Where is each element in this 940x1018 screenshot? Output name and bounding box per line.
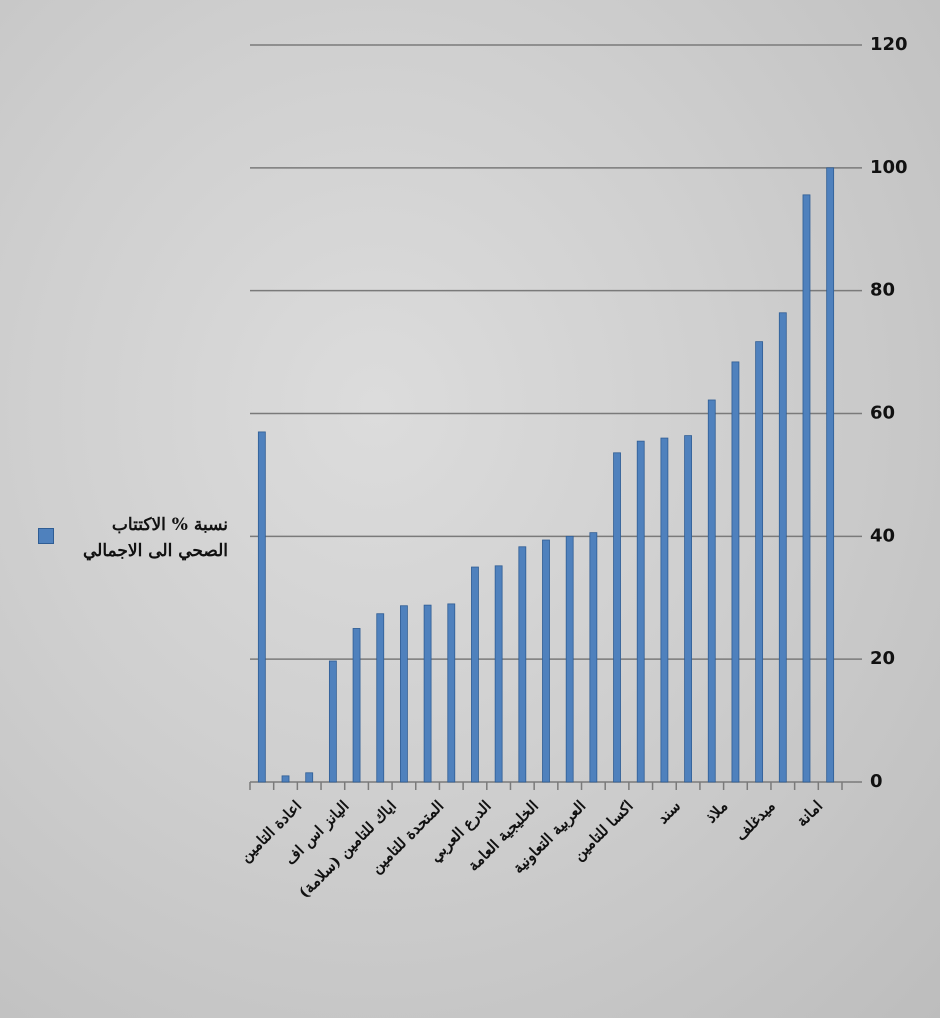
y-tick-label: 80: [870, 280, 895, 301]
x-tick-label: ملاذ: [702, 797, 731, 826]
bar: [328, 660, 337, 783]
y-tick-label: 20: [870, 648, 895, 669]
bar: [423, 604, 432, 783]
y-tick-label: 60: [870, 403, 895, 424]
legend-key: [38, 528, 54, 544]
bar: [565, 535, 574, 783]
y-tick-label: 100: [870, 157, 908, 178]
bar: [755, 341, 764, 783]
bar: [778, 312, 787, 783]
bar: [684, 435, 692, 783]
bar: [281, 775, 290, 783]
bar: [589, 532, 598, 783]
bar: [826, 167, 835, 783]
x-tick-label: سند: [654, 797, 684, 827]
bar: [471, 566, 479, 783]
bar: [494, 565, 503, 783]
legend-label: نسبة % الاكتتاب الصحي الى الاجمالي: [83, 515, 228, 561]
bar: [352, 628, 361, 783]
bar: [376, 613, 385, 783]
bar: [257, 431, 266, 783]
y-tick-label: 0: [870, 771, 883, 792]
y-tick-label: 120: [870, 34, 908, 55]
bar: [636, 440, 645, 783]
bar: [400, 605, 408, 783]
bar: [613, 452, 621, 783]
x-tick-label: امانة: [793, 797, 826, 830]
bar: [518, 546, 527, 783]
bar: [660, 437, 669, 783]
bar: [305, 772, 314, 783]
bar: [707, 399, 716, 783]
bar: [802, 194, 811, 783]
bar: [542, 539, 550, 783]
x-tick-label: ميدغلف: [732, 797, 779, 844]
bar: [447, 603, 456, 783]
bar: [731, 361, 740, 783]
y-tick-label: 40: [870, 525, 895, 546]
